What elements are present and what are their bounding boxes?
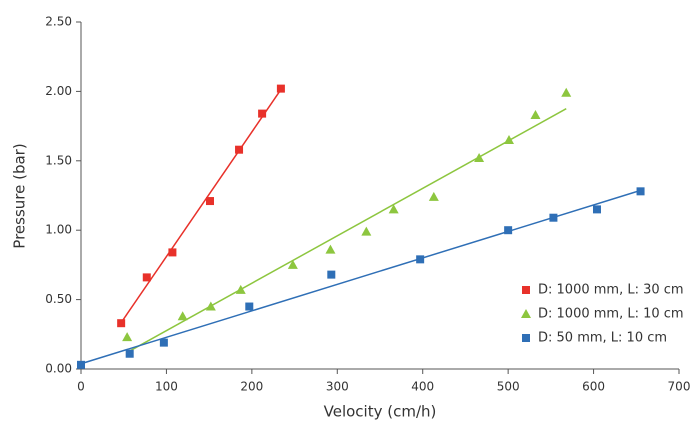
data-point [245,302,254,311]
trend-line [120,89,282,324]
data-point [428,191,439,201]
data-point [561,87,572,97]
y-axis-title: Pressure (bar) [11,143,29,248]
data-point [235,145,244,154]
data-point [177,311,188,321]
data-point [327,270,336,279]
data-point [504,226,513,235]
x-axis-title: Velocity (cm/h) [324,403,437,421]
y-tick-label: 1.50 [45,153,72,167]
x-tick-label: 200 [240,380,263,394]
y-tick-label: 0.00 [45,362,72,376]
x-tick-label: 300 [326,380,349,394]
data-point [474,153,485,163]
trend-line [126,108,567,354]
legend-text: D: 50 mm, L: 10 cm [538,331,667,346]
x-tick-label: 100 [155,380,178,394]
data-point [530,109,541,119]
legend-marker [522,334,530,342]
data-point [258,109,267,118]
x-tick-label: 0 [77,380,85,394]
legend-text: D: 1000 mm, L: 30 cm [538,283,684,298]
y-tick-label: 0.50 [45,292,72,306]
data-point [142,273,151,282]
x-tick-label: 600 [582,380,605,394]
y-tick-label: 2.50 [45,15,72,29]
data-point [388,204,399,214]
legend-marker [521,309,531,318]
data-point [117,319,126,328]
data-point [77,360,85,369]
trend-line [80,189,641,365]
legend-text: D: 1000 mm, L: 10 cm [538,307,684,322]
data-point [125,349,134,358]
data-point [592,205,601,214]
data-point [416,255,425,264]
data-point [205,301,216,311]
x-tick-label: 400 [411,380,434,394]
data-point [636,187,645,196]
data-point [361,226,372,236]
x-tick-label: 500 [497,380,520,394]
data-point [168,248,177,257]
x-tick-label: 700 [668,380,691,394]
data-point [549,213,558,222]
data-point [325,244,336,254]
y-tick-label: 2.00 [45,84,72,98]
data-point [159,338,168,347]
data-point [122,332,133,342]
legend-marker [522,286,530,294]
data-point [235,284,246,294]
data-point [276,84,285,93]
y-tick-label: 1.00 [45,223,72,237]
data-point [205,197,214,206]
data-point [503,134,514,144]
data-point [287,259,298,269]
